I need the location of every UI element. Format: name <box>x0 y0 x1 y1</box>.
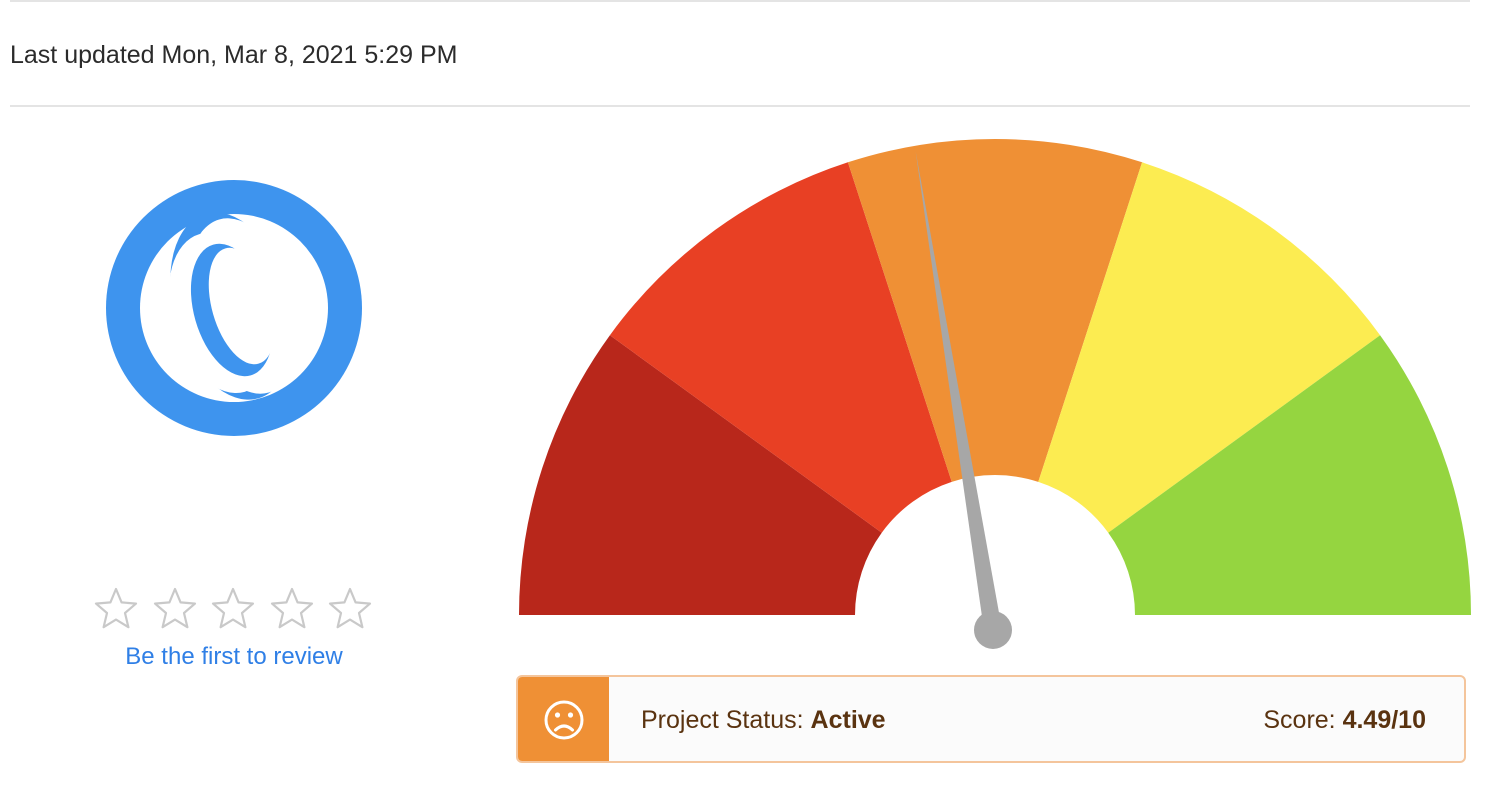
score-value: 4.49/10 <box>1342 706 1426 734</box>
project-status-value: Active <box>810 706 886 734</box>
gauge-segment-1 <box>519 335 882 615</box>
project-status-text: Project Status: Active <box>641 703 886 737</box>
star-3-icon[interactable] <box>209 585 257 633</box>
last-updated-text: Last updated Mon, Mar 8, 2021 5:29 PM <box>10 41 458 69</box>
star-1-icon[interactable] <box>92 585 140 633</box>
project-logo <box>104 178 364 438</box>
gauge-segment-4 <box>1038 162 1381 533</box>
star-5-icon[interactable] <box>326 585 374 633</box>
project-status-label: Project Status: <box>641 706 804 734</box>
gauge-segment-2 <box>609 162 952 533</box>
gauge-segment-5 <box>1108 335 1471 615</box>
score-label: Score: <box>1263 706 1336 734</box>
gauge-segment-3 <box>847 139 1143 482</box>
project-logo-icon <box>106 180 362 436</box>
top-divider <box>10 0 1470 2</box>
score-text: Score: 4.49/10 <box>1263 703 1426 737</box>
sad-face-icon <box>544 700 584 740</box>
score-gauge <box>519 139 1471 649</box>
star-4-icon[interactable] <box>268 585 316 633</box>
gauge-needle <box>915 151 1002 632</box>
project-status-bar: Project Status: Active Score: 4.49/10 <box>516 675 1466 763</box>
rating-stars <box>92 585 374 635</box>
status-icon-panel <box>518 677 609 761</box>
gauge-needle-hub <box>974 611 1012 649</box>
header-divider <box>10 105 1470 107</box>
be-first-to-review-link[interactable]: Be the first to review <box>125 643 343 670</box>
star-2-icon[interactable] <box>151 585 199 633</box>
